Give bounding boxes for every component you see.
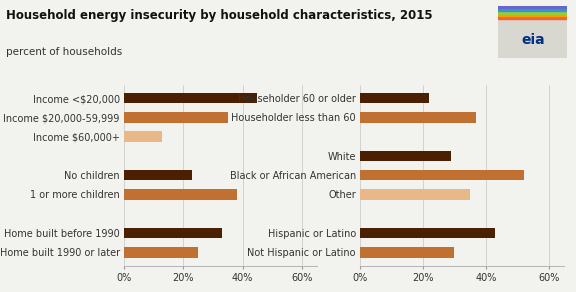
Bar xyxy=(360,112,476,123)
Bar xyxy=(360,170,524,180)
Bar xyxy=(124,189,237,200)
Bar xyxy=(498,8,567,11)
Bar xyxy=(124,247,198,258)
Bar xyxy=(360,228,495,238)
Bar xyxy=(124,112,228,123)
Bar xyxy=(124,131,162,142)
Bar xyxy=(124,93,257,103)
Bar xyxy=(498,14,567,16)
Bar xyxy=(124,228,222,238)
Bar xyxy=(498,6,567,8)
Text: Household energy insecurity by household characteristics, 2015: Household energy insecurity by household… xyxy=(6,9,433,22)
Text: percent of households: percent of households xyxy=(6,47,122,57)
Bar xyxy=(360,189,470,200)
Bar xyxy=(498,11,567,14)
Text: eia: eia xyxy=(521,33,545,47)
Bar xyxy=(498,16,567,19)
Bar xyxy=(360,93,429,103)
Bar xyxy=(360,247,454,258)
Bar xyxy=(124,170,192,180)
Bar xyxy=(360,151,451,161)
